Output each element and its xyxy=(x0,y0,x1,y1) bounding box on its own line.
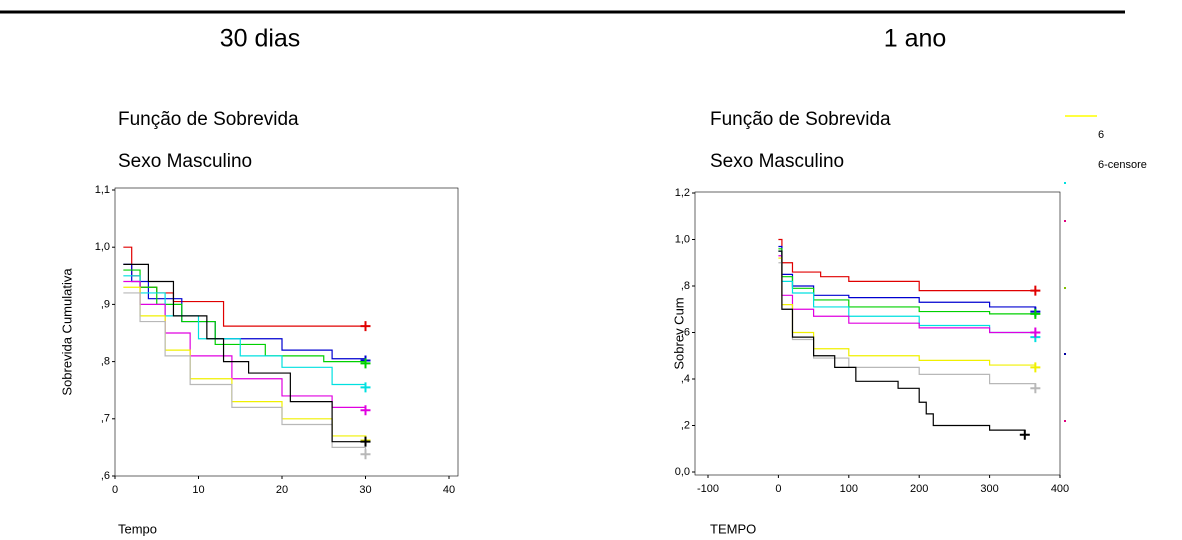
y-tick-label: ,8 xyxy=(681,280,690,292)
survival-curve xyxy=(778,238,1036,292)
chart-title: Função de Sobrevida xyxy=(710,109,891,130)
legend-marker xyxy=(1064,220,1066,222)
survival-curve xyxy=(123,275,367,388)
legend-marker xyxy=(1064,420,1066,422)
header: 1 ano xyxy=(884,25,947,53)
legend-marker xyxy=(1064,353,1066,355)
x-tick-label: 0 xyxy=(775,483,781,495)
y-tick-label: 0,0 xyxy=(675,466,690,478)
censor-mark xyxy=(1030,308,1041,319)
x-tick-label: 400 xyxy=(1051,483,1069,495)
survival-curve xyxy=(778,250,1026,435)
x-tick-label: 10 xyxy=(192,484,204,496)
x-tick-label: 200 xyxy=(910,483,928,495)
survival-curve xyxy=(123,269,367,364)
plot-frame xyxy=(694,191,1061,476)
x-tick-label: -100 xyxy=(697,483,719,495)
y-tick-label: ,2 xyxy=(681,419,690,431)
censor-mark xyxy=(1030,285,1041,296)
censor-mark xyxy=(1030,362,1041,373)
x-tick-label: 30 xyxy=(359,484,371,496)
censor-mark xyxy=(360,358,371,369)
censor-mark xyxy=(1019,429,1030,440)
censor-mark xyxy=(1030,383,1041,394)
x-tick-label: 20 xyxy=(276,484,288,496)
y-tick-label: ,7 xyxy=(101,413,110,425)
censor-mark xyxy=(360,321,371,332)
legend-marker xyxy=(1064,287,1066,289)
x-tick-label: 300 xyxy=(980,483,998,495)
x-axis-label: Tempo xyxy=(118,521,157,536)
y-axis-label: Sobrevida Cumulativa xyxy=(59,268,74,396)
survival-curve xyxy=(123,263,366,443)
y-tick-label: ,9 xyxy=(101,298,110,310)
y-axis-label: Sobrev Cum xyxy=(671,297,686,369)
y-tick-label: ,6 xyxy=(101,470,110,482)
chart-subtitle: Sexo Masculino xyxy=(118,151,252,172)
survival-curve xyxy=(778,257,1036,368)
x-tick-label: 40 xyxy=(443,484,455,496)
y-tick-label: 1,2 xyxy=(675,187,690,199)
header: 30 dias xyxy=(220,25,301,53)
y-tick-label: ,6 xyxy=(681,326,690,338)
censor-mark xyxy=(1030,327,1041,338)
survival-curve xyxy=(123,280,367,411)
survival-curve xyxy=(123,286,367,441)
x-tick-label: 0 xyxy=(112,484,118,496)
y-tick-label: 1,0 xyxy=(675,233,690,245)
chart-subtitle: Sexo Masculino xyxy=(710,151,844,172)
censor-mark xyxy=(360,405,371,416)
legend-label: 6-censore xyxy=(1098,159,1147,171)
x-axis-label: TEMPO xyxy=(710,521,756,536)
survival-curve xyxy=(778,245,1036,312)
legend-marker xyxy=(1064,182,1066,184)
y-tick-label: ,8 xyxy=(101,356,110,368)
survival-curve xyxy=(123,263,367,361)
censor-mark xyxy=(360,436,371,447)
survival-curve xyxy=(778,255,1036,334)
y-tick-label: 1,1 xyxy=(95,184,110,196)
y-tick-label: 1,0 xyxy=(95,241,110,253)
y-tick-label: ,4 xyxy=(681,373,690,385)
survival-curve xyxy=(123,292,367,455)
censor-mark xyxy=(360,449,371,460)
x-tick-label: 100 xyxy=(840,483,858,495)
censor-mark xyxy=(360,382,371,393)
legend-label: 6 xyxy=(1098,129,1104,141)
survival-curve xyxy=(123,246,366,327)
chart-title: Função de Sobrevida xyxy=(118,109,299,130)
survival-curve xyxy=(778,248,1036,315)
plot-frame xyxy=(114,187,459,477)
survival-curve xyxy=(778,250,1036,338)
